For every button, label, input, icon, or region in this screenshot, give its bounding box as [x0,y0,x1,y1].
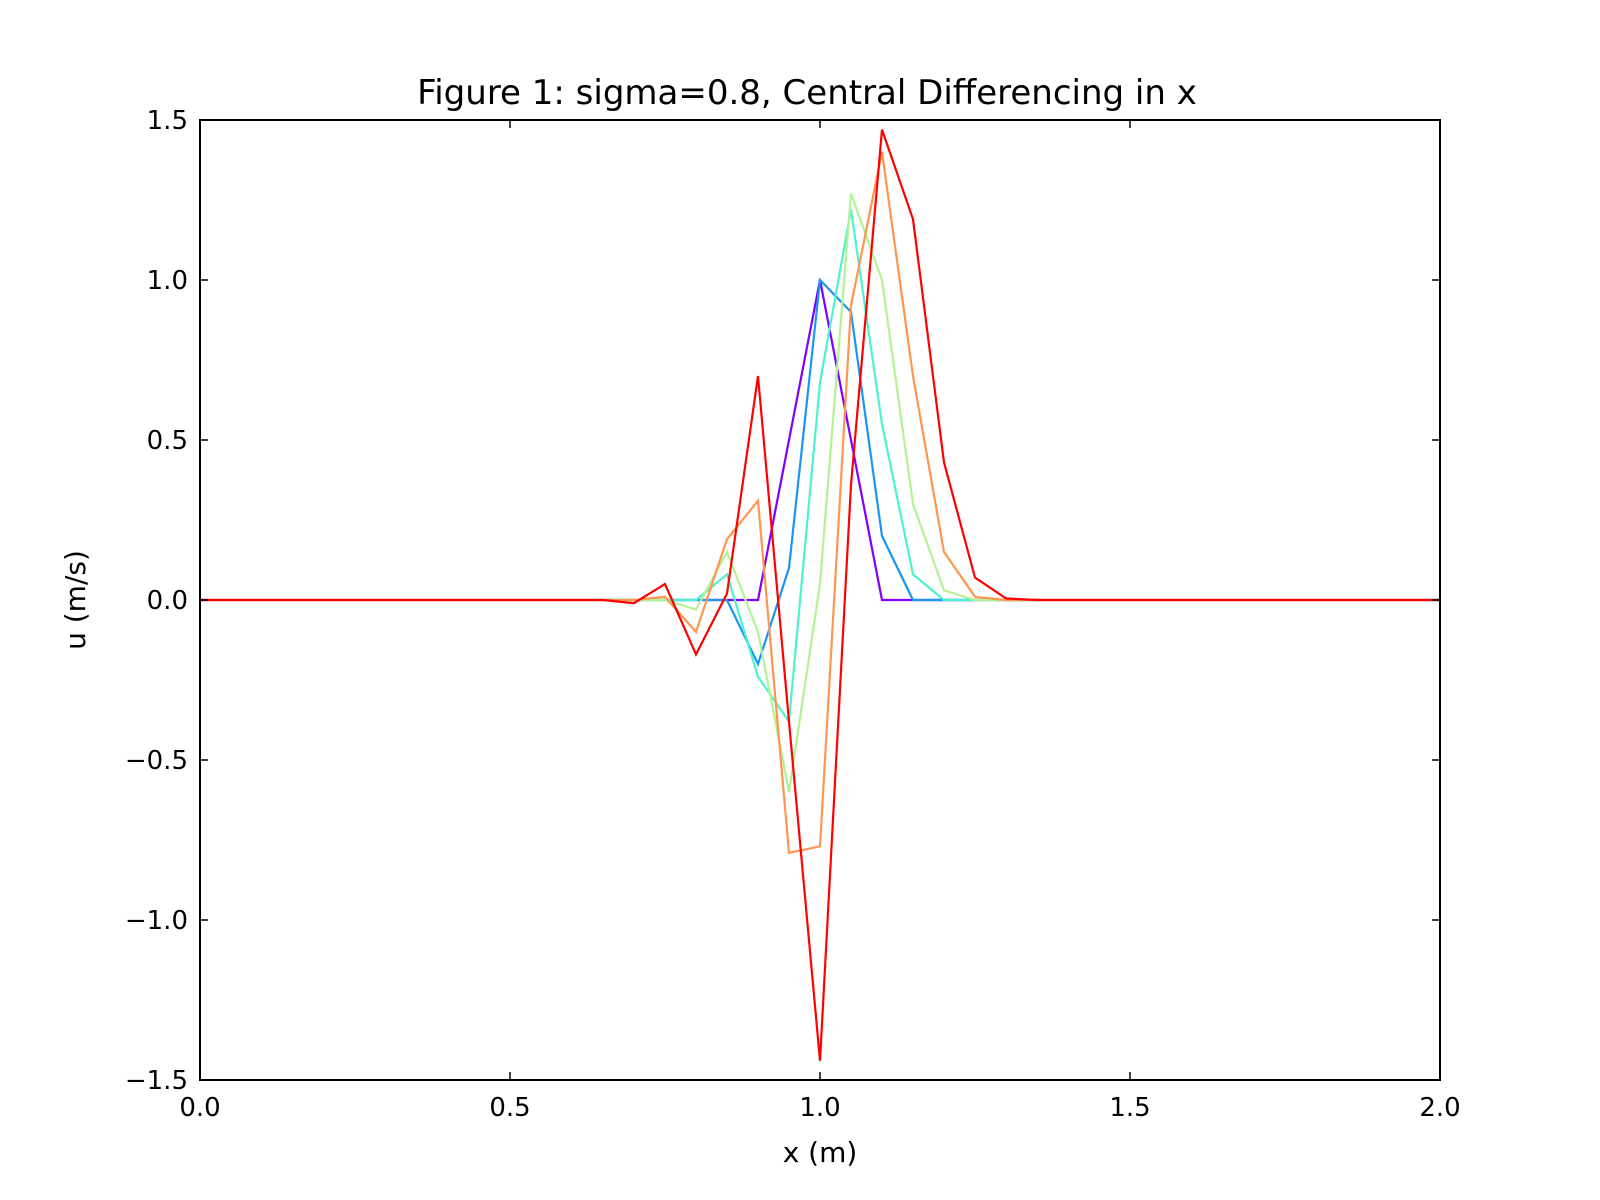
x-axis-label: x (m) [783,1136,858,1169]
y-tick-label: 0.5 [147,426,188,456]
chart-title: Figure 1: sigma=0.8, Central Differencin… [417,73,1197,113]
x-tick-label: 1.0 [799,1093,840,1123]
x-axis-ticks: 0.0 0.5 1.0 1.5 2.0 [179,120,1461,1123]
y-tick-label: −1.0 [125,906,188,936]
x-tick-label: 1.5 [1109,1093,1150,1123]
x-tick-label: 0.0 [179,1093,220,1123]
y-axis-label: u (m/s) [59,550,92,650]
x-tick-label: 2.0 [1419,1093,1460,1123]
y-tick-label: −1.5 [125,1066,188,1096]
y-axis-ticks: 1.5 1.0 0.5 0.0 −0.5 −1.0 −1.5 [125,106,1440,1096]
y-tick-label: 0.0 [147,586,188,616]
series-line-6 [200,129,1440,1061]
y-tick-label: −0.5 [125,746,188,776]
y-tick-label: 1.0 [147,266,188,296]
x-tick-label: 0.5 [489,1093,530,1123]
plot-lines [200,129,1440,1061]
y-tick-label: 1.5 [147,106,188,136]
